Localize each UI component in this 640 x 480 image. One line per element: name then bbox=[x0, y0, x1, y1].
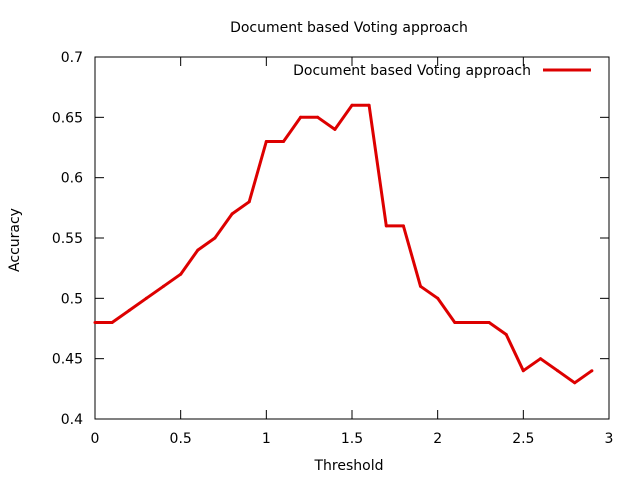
x-tick-label: 0.5 bbox=[170, 431, 192, 447]
x-tick-label: 0 bbox=[91, 431, 100, 447]
data-point bbox=[384, 224, 388, 228]
data-point bbox=[316, 115, 320, 119]
data-point bbox=[230, 212, 234, 216]
data-point bbox=[196, 248, 200, 252]
data-point bbox=[127, 308, 131, 312]
x-axis-label: Threshold bbox=[314, 458, 384, 474]
data-point bbox=[487, 321, 491, 324]
data-point bbox=[247, 200, 251, 204]
data-point bbox=[213, 236, 217, 240]
y-tick-label: 0.45 bbox=[52, 352, 83, 368]
data-point bbox=[453, 321, 457, 324]
x-tick-label: 1.5 bbox=[341, 431, 363, 447]
x-tick-label: 3 bbox=[605, 431, 614, 447]
data-point bbox=[590, 369, 594, 373]
data-point bbox=[419, 284, 422, 288]
series-layer bbox=[93, 103, 594, 385]
y-tick-label: 0.5 bbox=[61, 291, 83, 307]
series-line bbox=[95, 103, 593, 385]
x-axis: 0 0.5 1 1.5 2 2.5 3 bbox=[91, 57, 614, 447]
y-tick-label: 0.4 bbox=[61, 412, 83, 428]
data-point bbox=[110, 321, 114, 324]
data-point bbox=[367, 103, 371, 107]
data-point bbox=[556, 369, 560, 373]
data-point bbox=[282, 140, 285, 143]
y-tick-label: 0.55 bbox=[52, 231, 83, 247]
y-tick-label: 0.65 bbox=[52, 110, 83, 126]
x-tick-label: 2 bbox=[433, 431, 442, 447]
data-point bbox=[350, 103, 354, 107]
x-tick-label: 1 bbox=[262, 431, 271, 447]
data-point bbox=[470, 321, 474, 324]
data-point bbox=[333, 127, 337, 131]
data-point bbox=[436, 296, 440, 300]
y-tick-label: 0.6 bbox=[61, 171, 83, 187]
data-point bbox=[504, 333, 508, 336]
data-point bbox=[162, 284, 165, 288]
y-axis-label: Accuracy bbox=[7, 208, 23, 272]
chart-title: Document based Voting approach bbox=[230, 20, 468, 36]
data-point bbox=[299, 115, 303, 119]
data-point bbox=[521, 369, 525, 373]
data-point bbox=[573, 381, 577, 385]
y-axis: 0.4 0.45 0.5 0.55 0.6 0.65 0.7 bbox=[52, 50, 609, 428]
data-point bbox=[401, 224, 405, 228]
legend: Document based Voting approach bbox=[293, 63, 591, 79]
x-tick-label: 2.5 bbox=[512, 431, 534, 447]
data-point bbox=[93, 321, 97, 324]
data-point bbox=[264, 140, 268, 143]
legend-label: Document based Voting approach bbox=[293, 63, 531, 79]
data-point bbox=[539, 357, 542, 361]
y-tick-label: 0.7 bbox=[61, 50, 83, 66]
data-point bbox=[179, 272, 183, 276]
data-point bbox=[144, 296, 148, 300]
